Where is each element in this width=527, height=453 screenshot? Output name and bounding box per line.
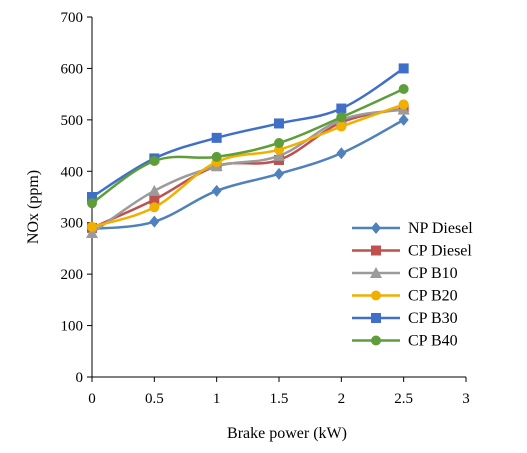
x-tick-label: 1 xyxy=(213,391,221,407)
y-tick-label: 500 xyxy=(61,113,84,129)
y-tick-label: 600 xyxy=(61,61,84,77)
series-line xyxy=(91,67,405,199)
series-line xyxy=(91,87,405,205)
legend: NP Diesel CP Diesel CP B10 CP B20 CP B30 CP B… xyxy=(352,220,473,350)
y-tick-label: 400 xyxy=(61,164,84,180)
axes xyxy=(87,16,467,382)
data-point xyxy=(398,99,409,110)
y-tick-label: 200 xyxy=(61,267,84,283)
x-axis-title: Brake power (kW) xyxy=(227,425,347,442)
legend-item: CP B10 xyxy=(352,265,458,282)
y-tick-label: 0 xyxy=(76,370,84,386)
data-point xyxy=(398,63,409,74)
legend-item: CP B30 xyxy=(352,310,458,327)
legend-marker xyxy=(371,313,381,323)
data-point xyxy=(336,112,347,123)
series-5 xyxy=(87,84,409,209)
legend-label: CP B40 xyxy=(408,333,458,350)
x-tick-label: 1.5 xyxy=(270,391,289,407)
x-tick-label: 2 xyxy=(338,391,346,407)
data-point xyxy=(148,184,161,196)
y-tick-label: 700 xyxy=(61,10,84,26)
data-point xyxy=(149,156,160,166)
legend-marker xyxy=(371,290,381,301)
data-point xyxy=(149,215,160,228)
legend-label: CP B30 xyxy=(408,310,458,327)
data-point xyxy=(273,149,285,161)
data-point xyxy=(274,118,284,129)
legend-marker xyxy=(371,245,381,256)
data-point xyxy=(398,84,409,94)
legend-marker xyxy=(371,335,381,346)
data-point xyxy=(336,147,347,160)
legend-item: CP B40 xyxy=(352,333,458,350)
data-point xyxy=(274,167,284,180)
data-point xyxy=(398,113,409,126)
x-tick-label: 3 xyxy=(462,391,470,407)
data-point xyxy=(211,184,222,197)
data-point xyxy=(149,202,160,213)
x-tick-label: 0 xyxy=(88,391,96,407)
data-point xyxy=(336,103,347,114)
data-point xyxy=(211,151,222,162)
legend-marker xyxy=(370,267,382,278)
series-line xyxy=(91,103,405,229)
legend-label: NP Diesel xyxy=(408,220,473,237)
legend-item: NP Diesel xyxy=(352,220,473,237)
legend-item: CP B20 xyxy=(352,288,458,305)
data-point xyxy=(149,194,160,205)
y-axis-title: NOx (ppm) xyxy=(25,170,42,244)
y-tick-label: 300 xyxy=(61,216,84,232)
series-line xyxy=(91,107,404,229)
series-line xyxy=(91,118,405,231)
legend-label: CP B10 xyxy=(408,265,458,282)
data-point xyxy=(87,221,97,232)
legend-label: CP B20 xyxy=(408,288,458,305)
x-tick-label: 0.5 xyxy=(145,391,164,407)
data-point xyxy=(86,227,98,238)
x-tick-label: 2.5 xyxy=(394,391,413,407)
legend-label: CP Diesel xyxy=(408,243,472,260)
tick-labels: 0 100 200 300 400 500 600 700 0 0.5 1 1.5 2 2.5 3 xyxy=(61,10,470,407)
y-tick-label: 100 xyxy=(61,319,84,335)
legend-item: CP Diesel xyxy=(352,243,472,260)
legend-marker xyxy=(371,222,381,234)
series-lines xyxy=(86,63,410,238)
data-point xyxy=(336,121,347,132)
series-0 xyxy=(87,113,409,235)
data-point xyxy=(274,138,284,148)
data-point xyxy=(211,132,222,143)
data-point xyxy=(87,198,97,209)
data-point xyxy=(87,192,97,202)
series-3 xyxy=(87,99,409,232)
